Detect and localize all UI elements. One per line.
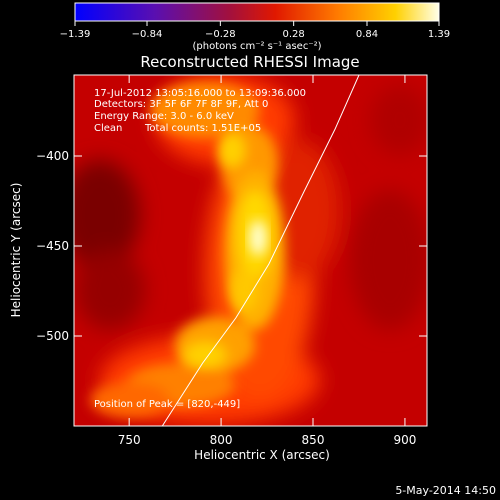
- x-axis-ticks: 750 800 850 900: [118, 75, 416, 447]
- x-tick-label: 750: [118, 433, 141, 447]
- peak-position-label: Position of Peak = [820,-449]: [94, 399, 240, 410]
- colorbar-unit-label: (photons cm⁻² s⁻¹ asec⁻²): [192, 41, 321, 52]
- x-axis-label: Heliocentric X (arcsec): [194, 448, 330, 462]
- annotation-detectors: Detectors: 3F 5F 6F 7F 8F 9F, Att 0: [94, 99, 268, 110]
- x-tick-label: 850: [302, 433, 325, 447]
- annotation-time-range: 17-Jul-2012 13:05:16.000 to 13:09:36.000: [94, 88, 306, 99]
- y-tick-label: −400: [36, 149, 69, 163]
- annotation-clean: Clean: [94, 123, 122, 134]
- colorbar-tick-label: −0.28: [205, 29, 236, 40]
- annotation-energy-range: Energy Range: 3.0 - 6.0 keV: [94, 111, 234, 122]
- plot-frame: [73, 74, 428, 427]
- footer-date: 5-May-2014 14:50: [395, 484, 496, 497]
- y-axis-label: Heliocentric Y (arcsec): [9, 183, 23, 318]
- chart-title: Reconstructed RHESSI Image: [140, 53, 359, 71]
- heatmap-image: [74, 75, 427, 426]
- y-tick-label: −500: [36, 329, 69, 343]
- colorbar-tick-label: 1.39: [428, 29, 450, 40]
- colorbar-ticks: −1.39 −0.84 −0.28 0.28 0.84 1.39: [60, 21, 450, 40]
- solar-limb-line: [161, 75, 360, 426]
- colorbar-tick-label: 0.28: [283, 29, 305, 40]
- x-tick-label: 800: [210, 433, 233, 447]
- y-axis-ticks: −400 −450 −500: [36, 149, 427, 343]
- y-tick-label: −450: [36, 239, 69, 253]
- colorbar-tick-label: 0.84: [356, 29, 378, 40]
- colorbar-tick-label: −0.84: [132, 29, 163, 40]
- annotation-total-counts: Total counts: 1.51E+05: [144, 123, 261, 134]
- colorbar-tick-label: −1.39: [60, 29, 91, 40]
- colorbar: [74, 2, 440, 22]
- x-tick-label: 900: [393, 433, 416, 447]
